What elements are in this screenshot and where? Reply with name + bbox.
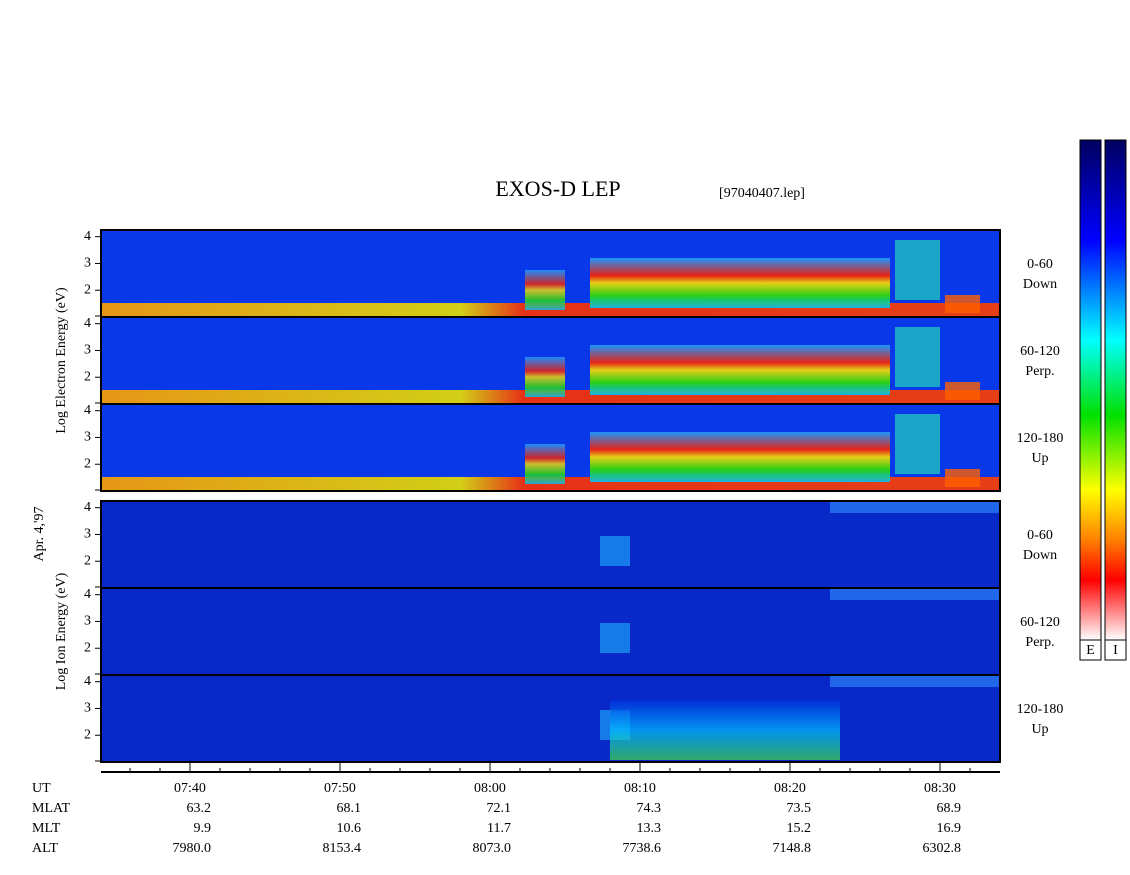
spectrogram-background xyxy=(101,675,1000,762)
panel-angle: 60-120 xyxy=(1020,615,1060,630)
spectrogram-activity xyxy=(830,675,1000,687)
spectrogram-activity xyxy=(610,700,840,760)
y-tick-label: 2 xyxy=(84,282,91,297)
y-tick-label: 3 xyxy=(84,701,91,716)
spectrogram-activity xyxy=(600,536,630,566)
spectrogram-background xyxy=(101,588,1000,675)
y-tick-label: 2 xyxy=(84,369,91,384)
y-tick-label: 3 xyxy=(84,527,91,542)
x-tick-label: 08:20 xyxy=(774,781,806,796)
panel-angle: 0-60 xyxy=(1027,257,1053,272)
y-tick-label: 2 xyxy=(84,727,91,742)
y-tick-label: 2 xyxy=(84,640,91,655)
y-tick-label: 4 xyxy=(84,316,91,331)
ephemeris-value: 15.2 xyxy=(787,821,812,836)
spectrogram-activity xyxy=(590,345,890,395)
panel-angle: 60-120 xyxy=(1020,344,1060,359)
y-axis-label: Log Electron Energy (eV) xyxy=(54,287,69,434)
y-tick-label: 3 xyxy=(84,343,91,358)
x-axis-label: UT xyxy=(32,781,51,796)
panel-direction: Perp. xyxy=(1025,364,1054,379)
ephemeris-value: 7148.8 xyxy=(773,841,812,856)
panel-frame xyxy=(100,403,1001,492)
ephemeris-label: MLT xyxy=(32,821,61,836)
y-tick-label: 4 xyxy=(84,229,91,244)
x-tick-label: 07:50 xyxy=(324,781,356,796)
ephemeris-value: 73.5 xyxy=(787,801,812,816)
panel-direction: Perp. xyxy=(1025,635,1054,650)
spectrogram-activity xyxy=(895,327,940,387)
spectrogram-activity xyxy=(525,270,565,310)
chart-title: EXOS-D LEP xyxy=(495,176,620,201)
colorbar-label-box xyxy=(1104,639,1127,661)
ephemeris-value: 63.2 xyxy=(187,801,212,816)
ephemeris-value: 11.7 xyxy=(487,821,511,836)
panel-frame xyxy=(100,674,1001,763)
panel-direction: Up xyxy=(1031,451,1048,466)
y-tick-label: 3 xyxy=(84,614,91,629)
file-name: [97040407.lep] xyxy=(719,186,805,201)
spectrogram-background xyxy=(101,501,1000,588)
spectrogram-activity xyxy=(600,623,630,653)
date-label: Apr. 4,'97 xyxy=(32,506,47,561)
panel-angle: 120-180 xyxy=(1017,431,1064,446)
ephemeris-value: 9.9 xyxy=(194,821,212,836)
colorbar-label: E xyxy=(1086,643,1095,658)
panel-direction: Down xyxy=(1023,548,1057,563)
ephemeris-value: 74.3 xyxy=(637,801,662,816)
colorbar xyxy=(1079,139,1102,641)
ephemeris-label: MLAT xyxy=(32,801,71,816)
y-tick-label: 3 xyxy=(84,256,91,271)
y-tick-label: 2 xyxy=(84,456,91,471)
ephemeris-value: 10.6 xyxy=(337,821,362,836)
x-tick-label: 08:00 xyxy=(474,781,506,796)
ephemeris-value: 8153.4 xyxy=(323,841,362,856)
y-axis-label: Log Ion Energy (eV) xyxy=(54,572,69,690)
x-tick-label: 08:10 xyxy=(624,781,656,796)
panel-direction: Up xyxy=(1031,722,1048,737)
x-tick-label: 07:40 xyxy=(174,781,206,796)
spectrogram-activity xyxy=(525,357,565,397)
y-tick-label: 2 xyxy=(84,553,91,568)
ephemeris-value: 6302.8 xyxy=(923,841,962,856)
spectrogram-activity xyxy=(895,414,940,474)
spectrogram-activity xyxy=(590,432,890,482)
panel-angle: 0-60 xyxy=(1027,528,1053,543)
ephemeris-value: 68.1 xyxy=(337,801,362,816)
colorbar xyxy=(1104,139,1127,641)
y-tick-label: 4 xyxy=(84,403,91,418)
spectrogram-activity xyxy=(590,258,890,308)
ephemeris-value: 68.9 xyxy=(937,801,962,816)
ephemeris-value: 8073.0 xyxy=(473,841,512,856)
spectrogram-activity xyxy=(830,501,1000,513)
y-tick-label: 4 xyxy=(84,674,91,689)
panel-angle: 120-180 xyxy=(1017,702,1064,717)
spectrogram-activity xyxy=(945,382,980,400)
y-tick-label: 4 xyxy=(84,587,91,602)
colorbar-label-box xyxy=(1079,639,1102,661)
y-tick-label: 3 xyxy=(84,430,91,445)
spectrogram-activity xyxy=(895,240,940,300)
x-tick-label: 08:30 xyxy=(924,781,956,796)
ephemeris-value: 7738.6 xyxy=(623,841,662,856)
ephemeris-value: 72.1 xyxy=(487,801,512,816)
ephemeris-value: 7980.0 xyxy=(173,841,212,856)
spectrogram-activity xyxy=(945,469,980,487)
ephemeris-value: 13.3 xyxy=(637,821,662,836)
spectrogram-activity xyxy=(525,444,565,484)
spectrogram-activity xyxy=(830,588,1000,600)
spectrogram-activity xyxy=(945,295,980,313)
ephemeris-label: ALT xyxy=(32,841,58,856)
panel-direction: Down xyxy=(1023,277,1057,292)
ephemeris-value: 16.9 xyxy=(937,821,962,836)
y-tick-label: 4 xyxy=(84,500,91,515)
colorbar-label: I xyxy=(1113,643,1118,658)
